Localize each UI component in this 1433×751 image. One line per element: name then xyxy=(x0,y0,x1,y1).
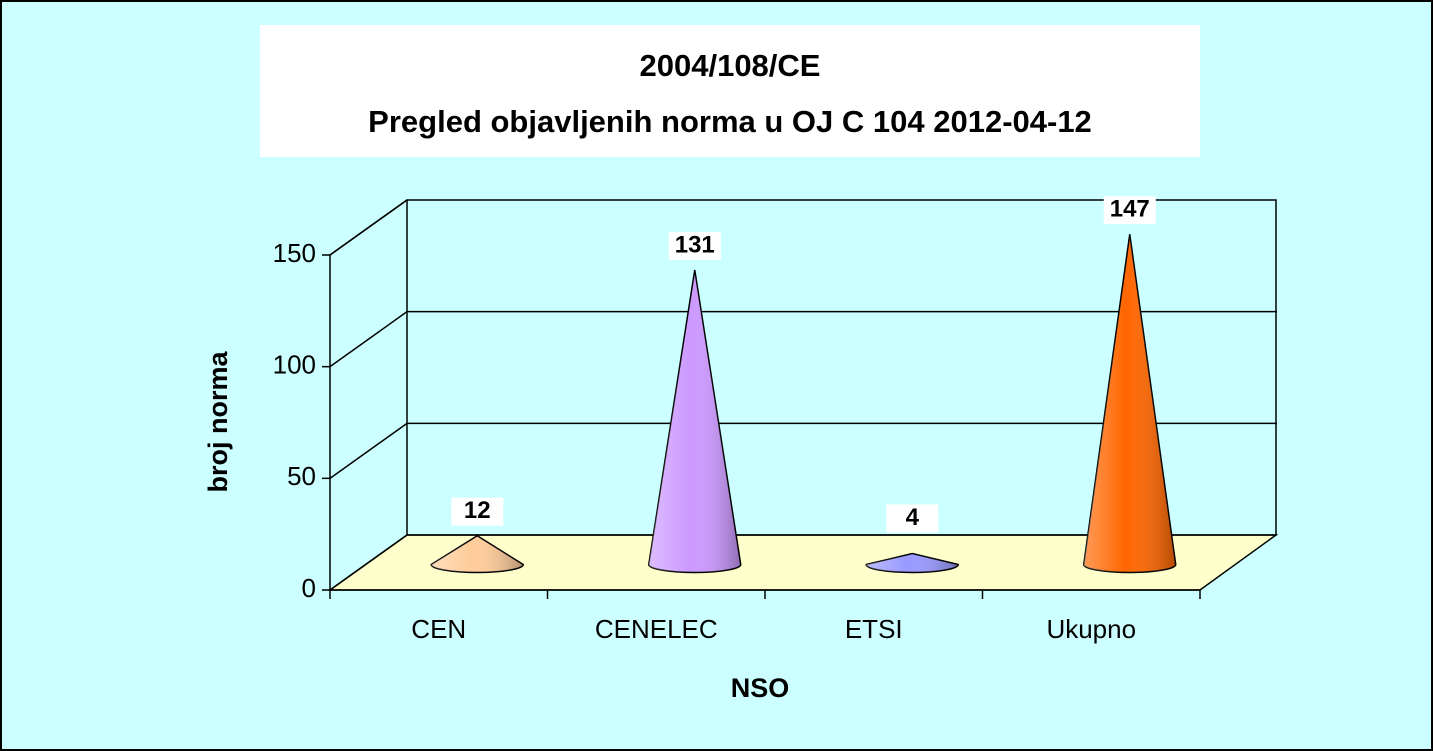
side-grid xyxy=(329,422,408,479)
value-label-bg xyxy=(668,231,721,260)
x-tick-label: CENELEC xyxy=(595,614,718,644)
chart-title: 2004/108/CE xyxy=(640,48,821,83)
y-tick-label: 150 xyxy=(273,238,316,268)
value-label-bg xyxy=(1103,196,1156,225)
cone-shade xyxy=(1083,234,1176,573)
y-tick-label: 100 xyxy=(273,350,316,380)
value-label: 4 xyxy=(906,504,920,531)
x-tick-label: ETSI xyxy=(845,614,903,644)
y-tick-label: 50 xyxy=(287,461,316,491)
y-tick-label: 0 xyxy=(302,573,316,603)
title-box xyxy=(260,25,1200,157)
side-grid xyxy=(329,199,408,256)
y-axis-title: broj norma xyxy=(203,351,233,493)
chart-subtitle: Pregled objavljenih norma u OJ C 104 201… xyxy=(368,104,1092,139)
value-label-bg xyxy=(886,504,939,533)
side-grid xyxy=(329,311,408,368)
x-tick-label: Ukupno xyxy=(1046,614,1136,644)
cone-shade xyxy=(866,553,959,573)
value-label-bg xyxy=(451,497,504,526)
cone-shade xyxy=(431,535,524,573)
x-tick-label: CEN xyxy=(411,614,466,644)
value-label: 147 xyxy=(1110,196,1150,223)
value-label: 131 xyxy=(675,231,715,258)
side-grid xyxy=(329,534,408,591)
value-label: 12 xyxy=(464,497,491,524)
cone-shade xyxy=(648,269,741,573)
x-axis-title: NSO xyxy=(731,673,790,703)
